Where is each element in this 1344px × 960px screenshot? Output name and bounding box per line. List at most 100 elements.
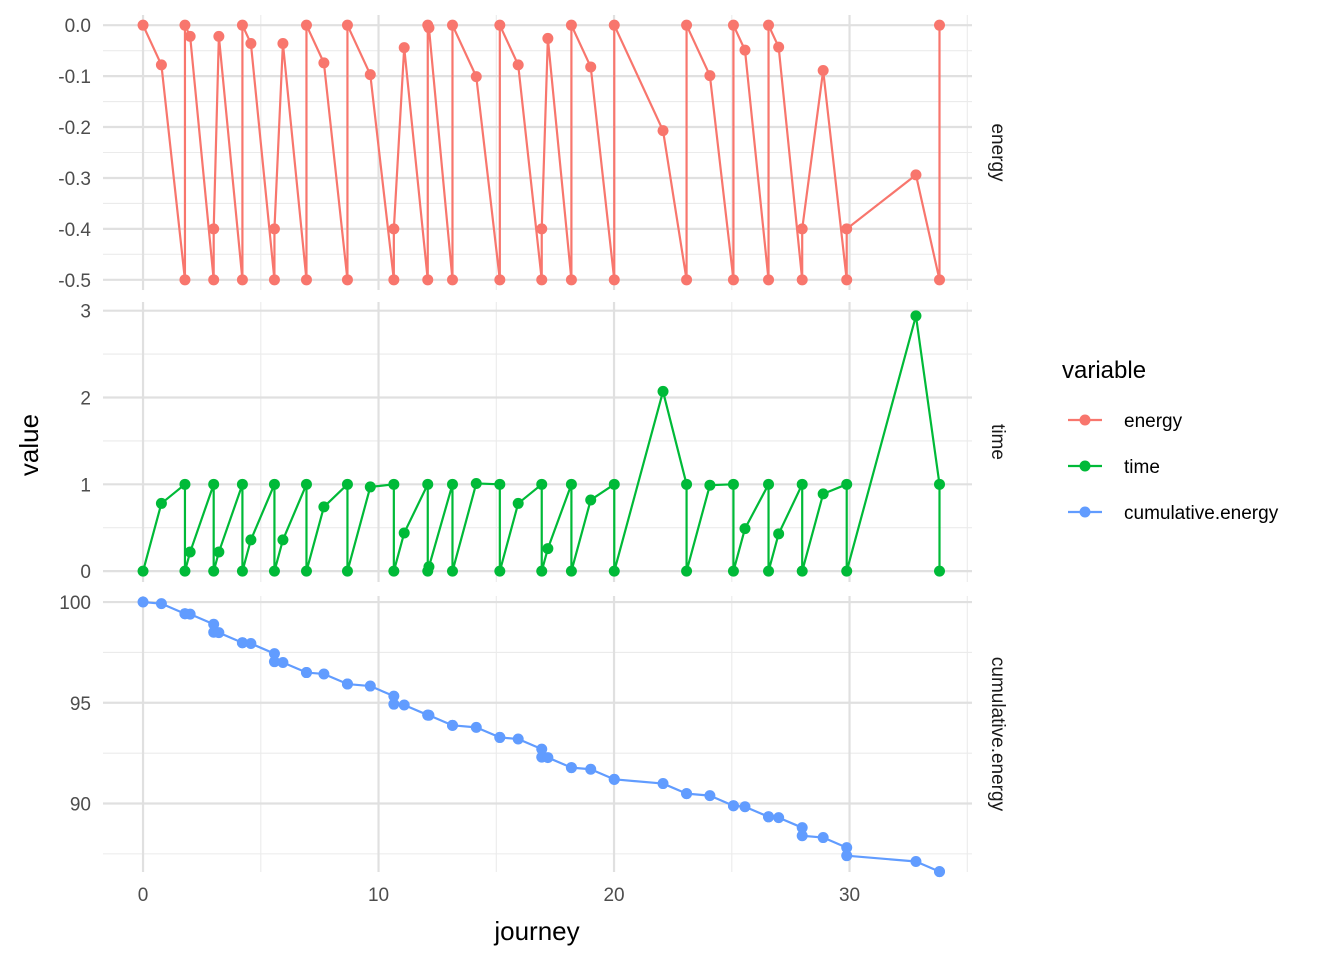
data-point-energy <box>470 71 482 83</box>
data-point-cumulative-energy <box>268 648 280 660</box>
data-point-time <box>841 565 853 577</box>
data-point-time <box>494 478 506 490</box>
data-point-energy <box>300 19 312 31</box>
data-point-energy <box>841 274 853 286</box>
data-point-energy <box>213 30 225 42</box>
data-point-time <box>236 565 248 577</box>
data-point-energy <box>763 19 775 31</box>
data-point-cumulative-energy <box>512 733 524 745</box>
data-point-energy <box>536 274 548 286</box>
data-point-time <box>608 478 620 490</box>
data-point-cumulative-energy <box>841 850 853 862</box>
y-tick-label: -0.4 <box>58 220 91 241</box>
data-point-energy <box>137 19 149 31</box>
legend-label-time: time <box>1124 457 1160 478</box>
data-point-cumulative-energy <box>423 709 435 721</box>
data-point-energy <box>208 274 220 286</box>
data-point-time <box>763 478 775 490</box>
data-point-time <box>155 497 167 509</box>
data-point-time <box>341 478 353 490</box>
data-point-energy <box>268 274 280 286</box>
data-point-cumulative-energy <box>585 763 597 775</box>
data-point-energy <box>318 57 330 69</box>
data-point-time <box>318 501 330 513</box>
facet-strip-label-time: time <box>987 424 1008 460</box>
data-point-energy <box>364 69 376 81</box>
data-point-cumulative-energy <box>542 752 554 764</box>
data-point-energy <box>565 19 577 31</box>
data-point-time <box>565 478 577 490</box>
data-point-time <box>681 565 693 577</box>
y-tick-label: 95 <box>70 694 91 715</box>
data-point-time <box>934 478 946 490</box>
data-point-time <box>536 565 548 577</box>
data-point-energy <box>841 223 853 235</box>
data-point-cumulative-energy <box>236 637 248 649</box>
data-point-cumulative-energy <box>681 788 693 800</box>
data-point-time <box>704 479 716 491</box>
data-point-cumulative-energy <box>934 866 946 878</box>
data-point-cumulative-energy <box>268 656 280 668</box>
data-point-energy <box>681 19 693 31</box>
data-point-energy <box>155 59 167 71</box>
data-point-time <box>341 565 353 577</box>
legend-key-point-energy <box>1079 414 1091 426</box>
data-point-time <box>512 497 524 509</box>
data-point-energy <box>388 223 400 235</box>
data-point-time <box>388 478 400 490</box>
data-point-cumulative-energy <box>388 690 400 702</box>
data-point-energy <box>494 274 506 286</box>
data-point-time <box>277 534 289 546</box>
data-point-time <box>841 478 853 490</box>
data-point-cumulative-energy <box>446 719 458 731</box>
series-line-time <box>141 314 941 573</box>
data-point-energy <box>494 19 506 31</box>
data-point-energy <box>910 169 922 181</box>
data-point-energy <box>423 22 435 34</box>
data-point-cumulative-energy <box>773 812 785 824</box>
data-point-time <box>422 478 434 490</box>
data-point-cumulative-energy <box>245 638 257 650</box>
data-point-energy <box>934 19 946 31</box>
data-point-cumulative-energy <box>137 596 149 608</box>
data-point-time <box>727 565 739 577</box>
data-point-cumulative-energy <box>727 800 739 812</box>
data-point-time <box>585 494 597 506</box>
data-point-time <box>213 546 225 558</box>
data-point-energy <box>446 274 458 286</box>
data-point-energy <box>512 59 524 71</box>
data-point-energy <box>208 223 220 235</box>
data-point-time <box>398 527 410 539</box>
data-point-energy <box>268 223 280 235</box>
data-point-time <box>681 478 693 490</box>
x-tick-label: 0 <box>138 885 149 906</box>
data-point-energy <box>739 44 751 56</box>
data-point-cumulative-energy <box>536 743 548 755</box>
data-point-time <box>817 488 829 500</box>
data-point-time <box>179 565 191 577</box>
facet-strip-label-energy: energy <box>987 123 1008 182</box>
data-point-cumulative-energy <box>841 842 853 854</box>
data-point-energy <box>657 125 669 137</box>
data-point-time <box>208 565 220 577</box>
x-tick-label: 30 <box>839 885 860 906</box>
legend: variable energy time cumulative.energy <box>1062 357 1279 524</box>
data-point-time <box>536 478 548 490</box>
data-point-cumulative-energy <box>608 773 620 785</box>
x-tick-label: 10 <box>368 885 389 906</box>
data-point-time <box>470 477 482 489</box>
x-tick-label: 20 <box>603 885 624 906</box>
legend-label-energy: energy <box>1124 411 1183 432</box>
y-tick-label: 2 <box>80 389 91 410</box>
data-point-energy <box>300 274 312 286</box>
data-point-time <box>796 478 808 490</box>
data-point-cumulative-energy <box>470 721 482 733</box>
data-point-energy <box>236 274 248 286</box>
data-point-cumulative-energy <box>398 699 410 711</box>
data-point-energy <box>817 65 829 77</box>
data-point-time <box>300 565 312 577</box>
data-point-time <box>934 565 946 577</box>
data-point-cumulative-energy <box>494 731 506 743</box>
facet-panels: 0.0-0.1-0.2-0.3-0.4-0.5energy0123time909… <box>58 15 1008 878</box>
